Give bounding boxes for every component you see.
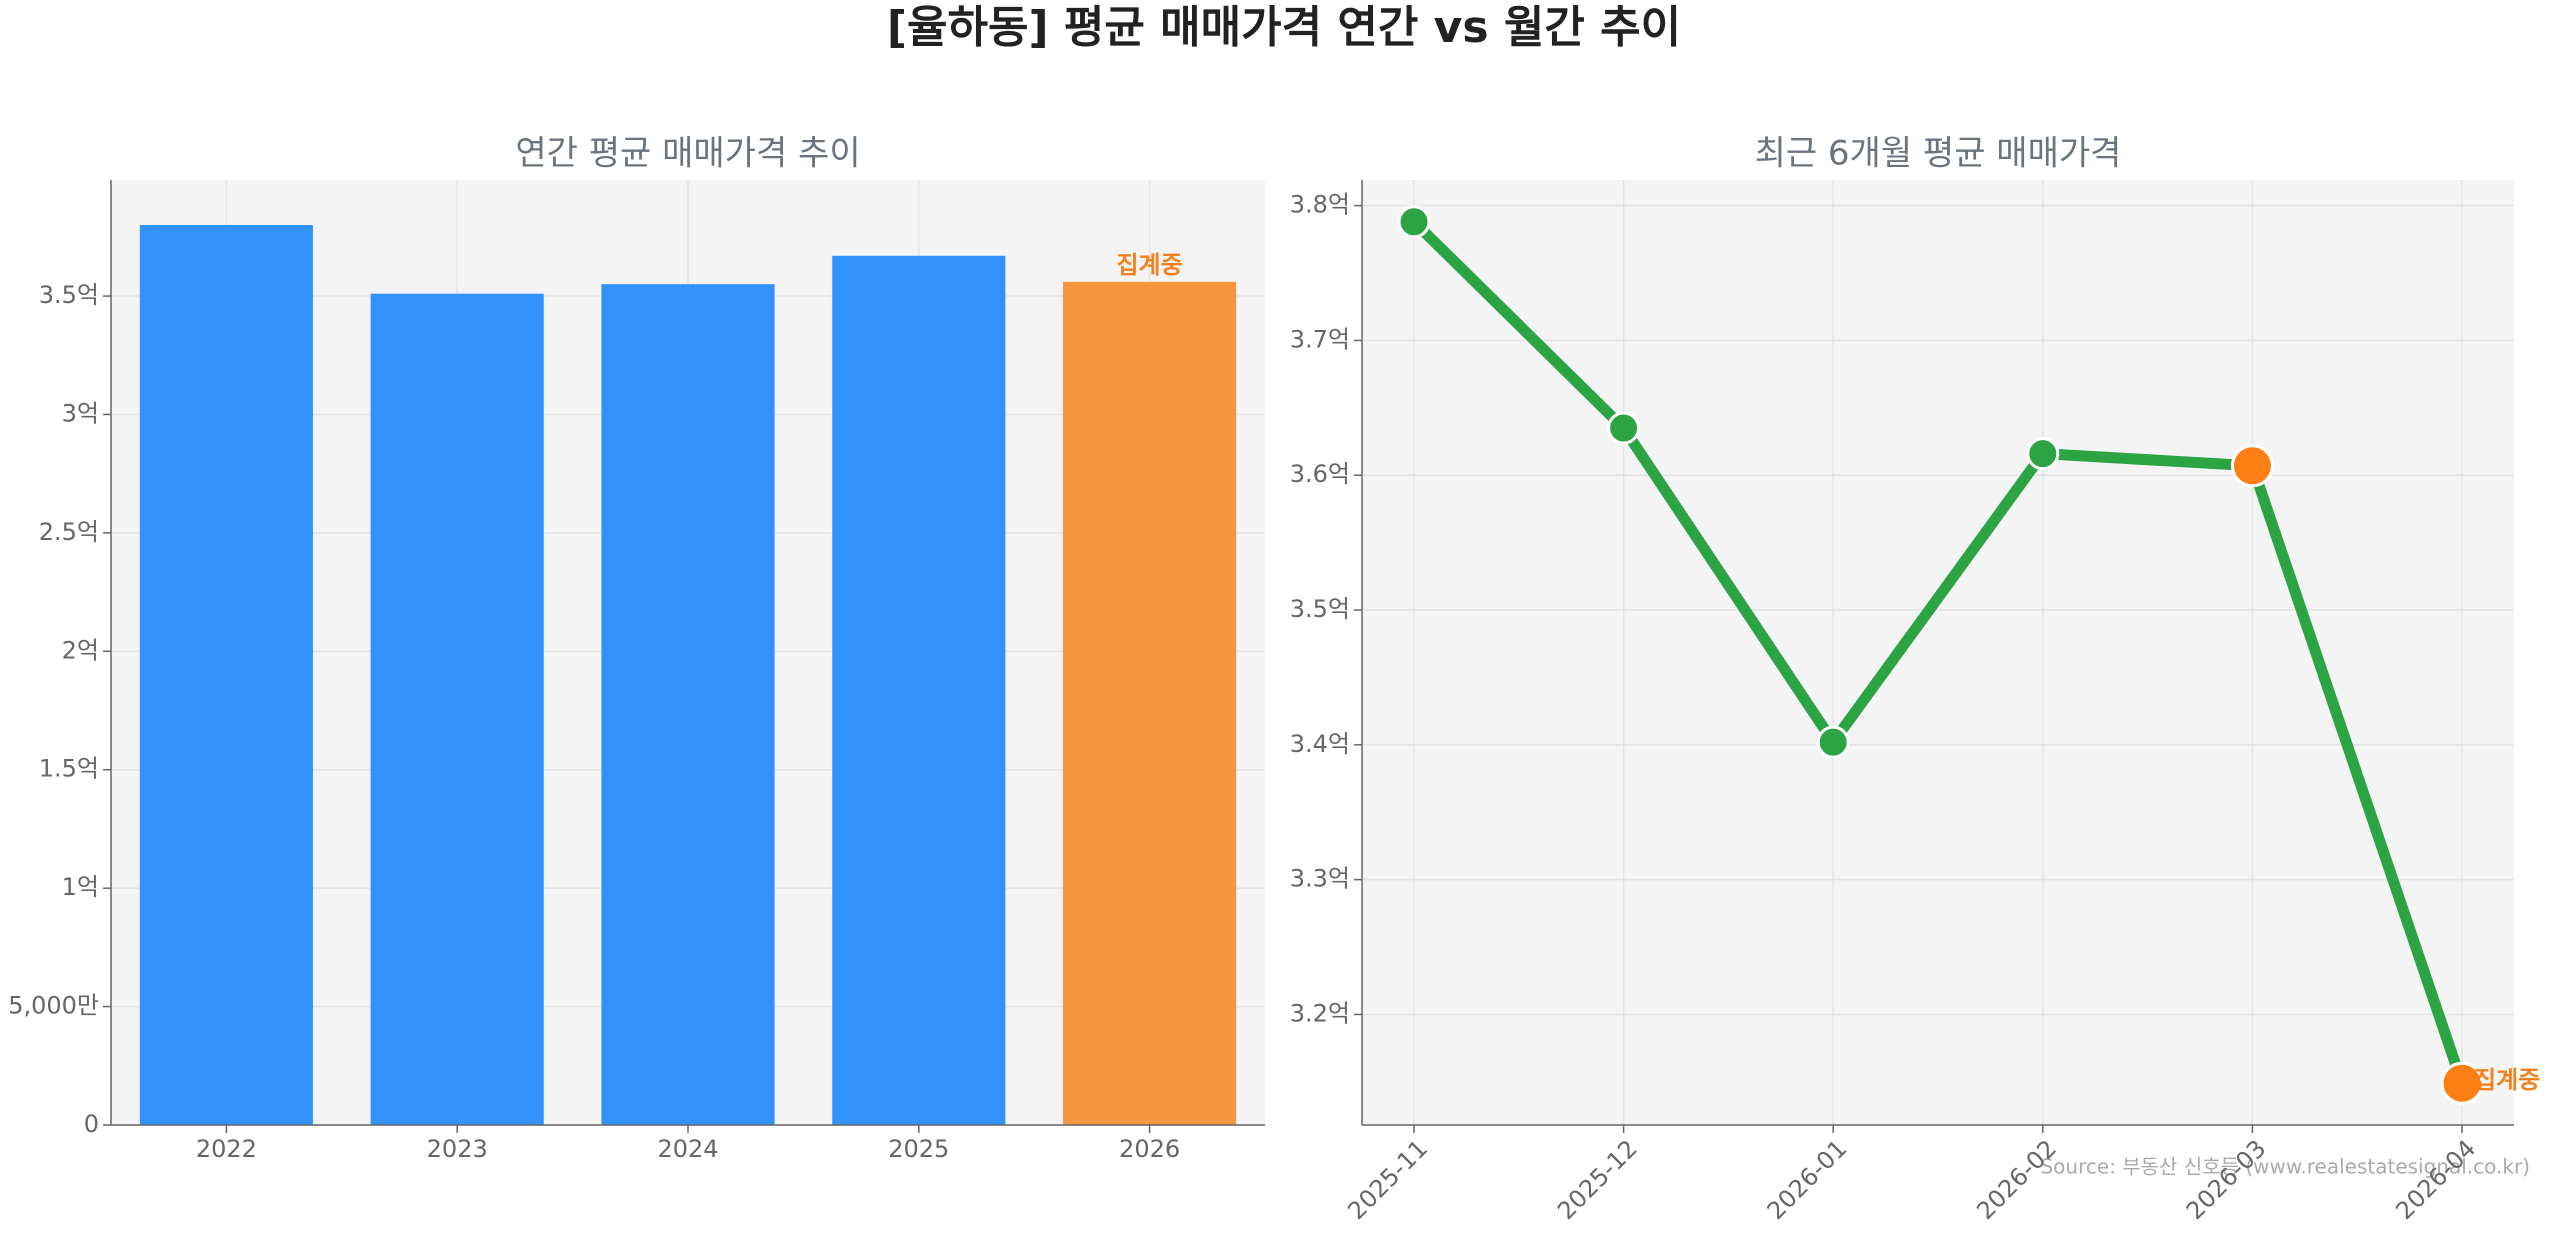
x-tick-label: 2024: [657, 1135, 718, 1163]
marker: [2440, 1061, 2484, 1105]
y-tick-label: 2.5억: [39, 518, 99, 546]
marker: [2026, 437, 2060, 471]
chart-title: 최근 6개월 평균 매매가격: [1755, 134, 2122, 174]
y-tick-label: 1.5억: [39, 755, 99, 783]
y-tick-label: 3.2억: [1290, 999, 1350, 1027]
figure-title: [율하동] 평균 매매가격 연간 vs 월간 추이: [887, 2, 1681, 53]
y-tick-label: 3.7억: [1290, 325, 1350, 353]
y-tick-label: 3.6억: [1290, 460, 1350, 488]
marker: [1397, 205, 1431, 239]
plot-area: [1362, 180, 2514, 1125]
x-tick-label: 2025: [888, 1135, 949, 1163]
marker: [2230, 444, 2274, 488]
annotation: 집계중: [1116, 251, 1182, 279]
y-tick-label: 1억: [62, 873, 99, 901]
source: Source: 부동산 신호등 (www.realestatesignal.co…: [2040, 1155, 2530, 1179]
annotation: 집계중: [2474, 1066, 2540, 1094]
y-tick-label: 3.5억: [1290, 595, 1350, 623]
y-tick-label: 5,000만: [8, 992, 99, 1020]
marker: [1607, 411, 1641, 445]
x-tick-label: 2022: [196, 1135, 257, 1163]
chart-title: 연간 평균 매매가격 추이: [515, 134, 860, 174]
x-tick-label: 2026: [1119, 1135, 1180, 1163]
y-tick-label: 2억: [62, 636, 99, 664]
x-tick-label: 2023: [427, 1135, 488, 1163]
bar: [1063, 281, 1237, 1125]
marker: [1816, 725, 1850, 759]
bar: [832, 255, 1006, 1125]
y-tick-label: 3.3억: [1290, 865, 1350, 893]
line: [1410, 217, 2468, 1085]
y-tick-label: 3.5억: [39, 281, 99, 309]
bar: [139, 225, 313, 1125]
y-tick-label: 0: [84, 1110, 99, 1138]
y-tick-label: 3억: [62, 399, 99, 427]
bar: [370, 293, 544, 1125]
y-tick-label: 3.4억: [1290, 730, 1350, 758]
bar: [601, 284, 775, 1125]
y-tick-label: 3.8억: [1290, 191, 1350, 219]
